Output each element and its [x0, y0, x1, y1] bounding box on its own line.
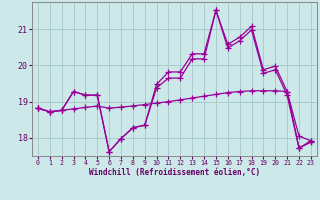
X-axis label: Windchill (Refroidissement éolien,°C): Windchill (Refroidissement éolien,°C) [89, 168, 260, 177]
